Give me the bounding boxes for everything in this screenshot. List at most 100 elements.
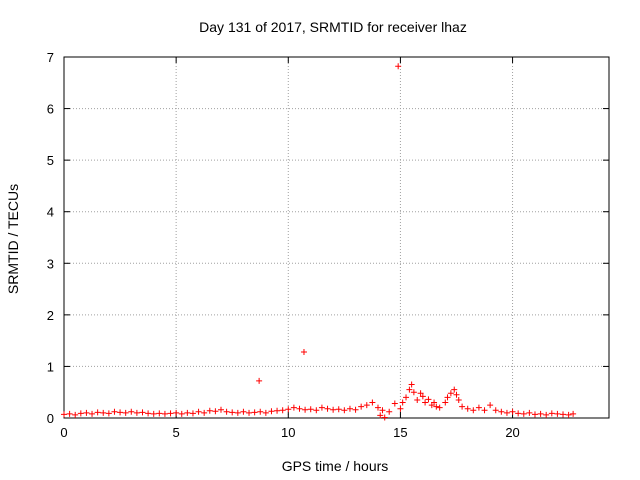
data-point: [419, 393, 426, 400]
y-axis-label: SRMTID / TECUs: [5, 184, 21, 294]
data-point: [240, 408, 247, 415]
x-tick-label: 5: [173, 425, 180, 440]
data-point: [395, 63, 402, 70]
data-point: [444, 394, 451, 401]
data-point: [543, 411, 550, 418]
data-point: [358, 403, 365, 410]
data-point: [122, 409, 129, 416]
x-axis-label: GPS time / hours: [282, 458, 389, 474]
data-point: [433, 403, 440, 410]
data-point: [279, 407, 286, 414]
data-point: [318, 404, 325, 411]
data-point: [184, 409, 191, 416]
data-point: [503, 409, 510, 416]
data-point: [548, 410, 555, 417]
data-point: [391, 400, 398, 407]
data-point: [341, 407, 348, 414]
data-point: [425, 396, 432, 403]
data-point: [212, 408, 219, 415]
y-tick-label: 0: [47, 411, 54, 426]
x-tick-label: 20: [505, 425, 519, 440]
data-point: [257, 408, 264, 415]
data-point: [470, 407, 477, 414]
data-point: [408, 381, 415, 388]
data-point: [509, 408, 516, 415]
data-point: [111, 408, 118, 415]
data-point: [89, 410, 96, 417]
data-point: [133, 409, 140, 416]
data-point: [156, 410, 163, 417]
data-point: [307, 406, 314, 413]
data-point: [565, 411, 572, 418]
data-point: [296, 405, 303, 412]
data-point: [459, 403, 466, 410]
data-point: [554, 410, 561, 417]
data-point: [251, 409, 258, 416]
data-point: [201, 409, 208, 416]
data-point: [246, 409, 253, 416]
data-point: [290, 404, 297, 411]
data-point: [66, 410, 73, 417]
data-point: [442, 399, 449, 406]
axis-ticks: 0 5 10 15 20 0 1 2 3 4 5 6 7: [47, 50, 609, 440]
data-point: [313, 407, 320, 414]
data-point: [406, 386, 413, 393]
data-point: [526, 409, 533, 416]
data-point: [217, 406, 224, 413]
data-point: [173, 409, 180, 416]
data-point: [77, 410, 84, 417]
data-point: [94, 409, 101, 416]
data-point: [492, 407, 499, 414]
y-tick-label: 7: [47, 50, 54, 65]
grid: [64, 57, 609, 418]
data-point: [150, 410, 157, 417]
data-point: [369, 399, 376, 406]
data-point: [498, 408, 505, 415]
data-point: [100, 409, 107, 416]
data-point: [417, 390, 424, 397]
data-point: [300, 348, 307, 355]
data-point: [377, 412, 384, 419]
data-point: [363, 402, 370, 409]
data-point: [72, 411, 79, 418]
data-point: [560, 411, 567, 418]
data-point: [229, 409, 236, 416]
data-point: [189, 410, 196, 417]
data-point: [379, 407, 386, 414]
data-point: [105, 410, 112, 417]
data-point: [302, 406, 309, 413]
data-points: [61, 63, 577, 421]
data-point: [234, 409, 241, 416]
plot-border: [63, 56, 610, 419]
data-point: [256, 377, 263, 384]
y-tick-label: 1: [47, 359, 54, 374]
data-point: [403, 394, 410, 401]
data-point: [83, 409, 90, 416]
chart-title: Day 131 of 2017, SRMTID for receiver lha…: [199, 19, 467, 35]
data-point: [324, 405, 331, 412]
data-point: [374, 404, 381, 411]
data-point: [436, 404, 443, 411]
data-point: [515, 410, 522, 417]
data-point: [206, 407, 213, 414]
data-point: [447, 390, 454, 397]
data-point: [145, 410, 152, 417]
data-point: [262, 409, 269, 416]
x-tick-label: 15: [393, 425, 407, 440]
data-point: [399, 399, 406, 406]
data-point: [117, 409, 124, 416]
data-point: [139, 409, 146, 416]
data-point: [414, 396, 421, 403]
y-tick-label: 6: [47, 102, 54, 117]
data-point: [422, 399, 429, 406]
x-tick-label: 0: [60, 425, 67, 440]
data-point: [61, 411, 67, 418]
data-point: [455, 396, 462, 403]
data-point: [475, 404, 482, 411]
data-point: [330, 406, 337, 413]
data-point: [335, 406, 342, 413]
y-tick-label: 3: [47, 256, 54, 271]
data-point: [431, 399, 438, 406]
data-point: [464, 405, 471, 412]
